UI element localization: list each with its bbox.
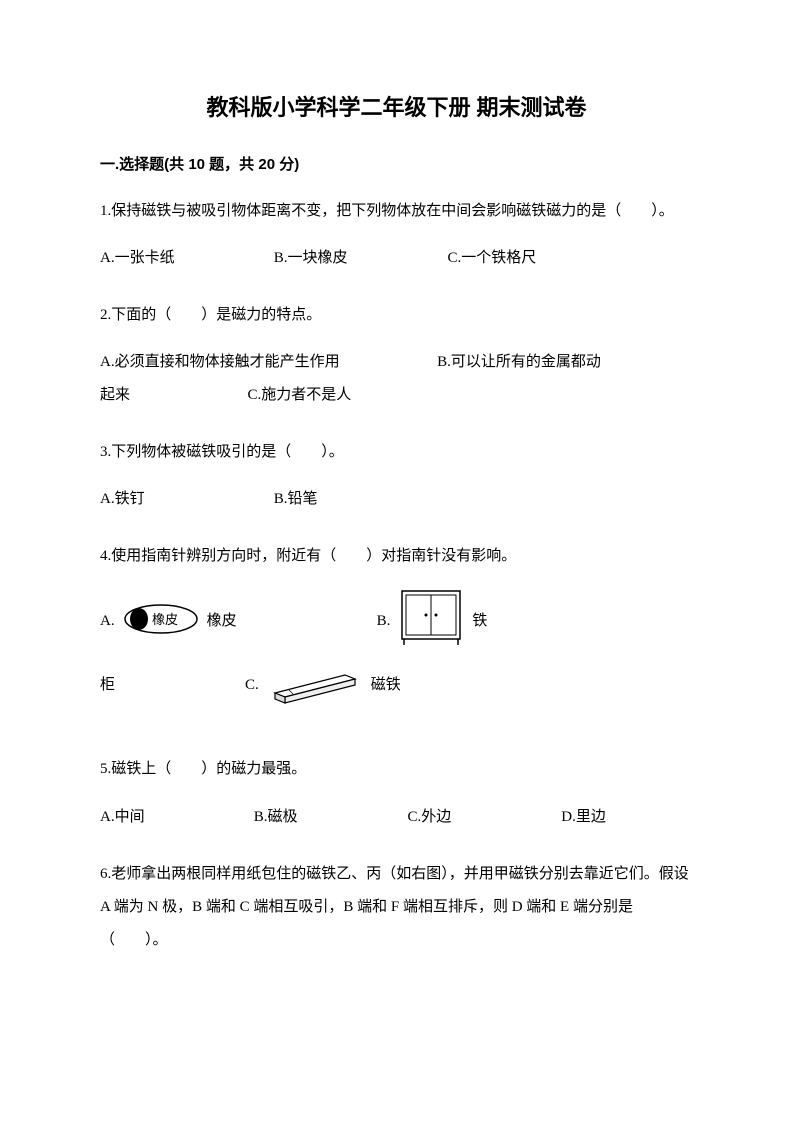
q5-options: A.中间 B.磁极 C.外边 D.里边 [100, 800, 693, 833]
q4-opt-b-cont: 柜 [100, 665, 115, 697]
q4-opt-a-letter: A. [100, 609, 115, 633]
q2-opt-b-cont: 起来 [100, 379, 130, 412]
q3-opt-a: A.铁钉 [100, 483, 270, 516]
q5-opt-b: B.磁极 [254, 801, 404, 834]
q2-opt-b: B.可以让所有的金属都动 [437, 346, 601, 379]
eraser-icon: 橡皮 [121, 597, 201, 645]
q3-options: A.铁钉 B.铅笔 [100, 483, 693, 516]
eraser-label: 橡皮 [152, 612, 178, 627]
q5-opt-c: C.外边 [408, 801, 558, 834]
q1-options: A.一张卡纸 B.一块橡皮 C.一个铁格尺 [100, 242, 693, 275]
q2-opt-a: A.必须直接和物体接触才能产生作用 [100, 346, 340, 379]
q4-options: A. 橡皮 橡皮 B. 铁 柜 C. [100, 587, 693, 713]
page-title: 教科版小学科学二年级下册 期末测试卷 [100, 90, 693, 125]
q4-opt-c-letter: C. [245, 665, 259, 697]
q4-line1: A. 橡皮 橡皮 B. 铁 [100, 587, 693, 655]
q3-opt-b: B.铅笔 [274, 483, 444, 516]
q1-opt-a: A.一张卡纸 [100, 242, 270, 275]
q4-opt-b-label: 铁 [472, 609, 487, 633]
q3-text: 3.下列物体被磁铁吸引的是（ ）。 [100, 436, 693, 469]
cabinet-icon [396, 587, 466, 655]
q4-opt-b-letter: B. [377, 609, 391, 633]
q4-line2: 柜 C. 磁铁 [100, 665, 693, 713]
q2-opt-c: C.施力者不是人 [248, 379, 352, 412]
q4-opt-a-label: 橡皮 [207, 609, 237, 633]
q1-opt-b: B.一块橡皮 [274, 242, 444, 275]
q1-opt-c: C.一个铁格尺 [448, 242, 618, 275]
q2-text: 2.下面的（ ）是磁力的特点。 [100, 299, 693, 332]
magnet-icon [265, 665, 365, 713]
section-header: 一.选择题(共 10 题，共 20 分) [100, 153, 693, 177]
q5-opt-a: A.中间 [100, 801, 250, 834]
q2-options-line1: A.必须直接和物体接触才能产生作用 B.可以让所有的金属都动 [100, 346, 693, 379]
q2-options-line2: 起来 C.施力者不是人 [100, 379, 693, 412]
q6-text: 6.老师拿出两根同样用纸包住的磁铁乙、丙（如右图），并用甲磁铁分别去靠近它们。假… [100, 858, 693, 957]
q5-opt-d: D.里边 [561, 801, 641, 834]
q5-text: 5.磁铁上（ ）的磁力最强。 [100, 753, 693, 786]
q1-text: 1.保持磁铁与被吸引物体距离不变，把下列物体放在中间会影响磁铁磁力的是（ ）。 [100, 195, 693, 228]
q4-opt-c-label: 磁铁 [371, 665, 401, 697]
q4-text: 4.使用指南针辨别方向时，附近有（ ）对指南针没有影响。 [100, 540, 693, 573]
